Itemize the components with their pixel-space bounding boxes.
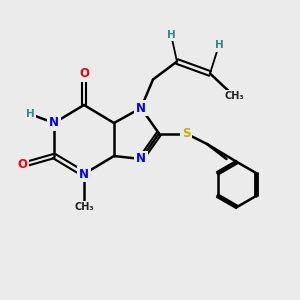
Text: CH₃: CH₃ xyxy=(224,91,244,101)
Text: CH₃: CH₃ xyxy=(74,202,94,212)
Text: S: S xyxy=(182,127,190,140)
Text: N: N xyxy=(136,152,146,166)
Text: H: H xyxy=(26,109,34,119)
Text: H: H xyxy=(167,29,176,40)
Text: O: O xyxy=(79,67,89,80)
Text: N: N xyxy=(136,101,146,115)
Text: H: H xyxy=(214,40,224,50)
Text: N: N xyxy=(79,167,89,181)
Text: O: O xyxy=(17,158,28,172)
Text: N: N xyxy=(49,116,59,130)
